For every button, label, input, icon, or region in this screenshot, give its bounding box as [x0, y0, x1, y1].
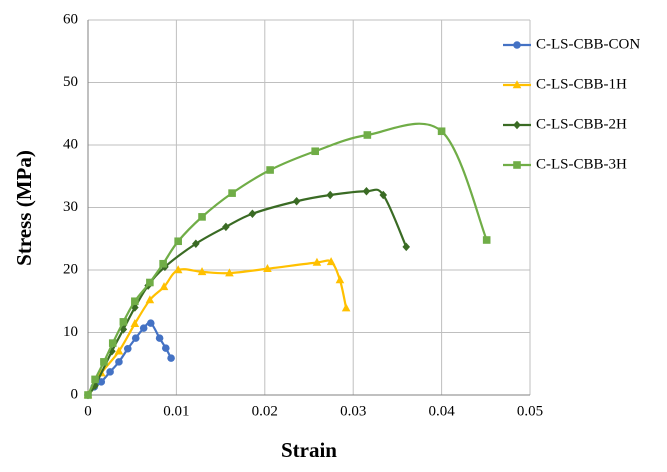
marker — [192, 239, 200, 249]
marker — [312, 257, 322, 266]
y-tick-label: 50 — [63, 74, 78, 90]
series-line — [87, 259, 348, 396]
marker — [108, 339, 117, 347]
marker — [100, 358, 108, 366]
y-tick-label: 10 — [63, 324, 78, 340]
marker — [155, 334, 164, 342]
y-tick-label: 0 — [71, 386, 79, 402]
legend-label: C-LS-CBB-3H — [536, 156, 627, 172]
x-tick-label: 0.05 — [517, 403, 543, 419]
marker — [174, 237, 182, 246]
marker — [363, 131, 372, 139]
marker — [197, 267, 207, 276]
marker — [482, 236, 491, 244]
marker — [123, 344, 132, 353]
legend-marker — [513, 41, 521, 49]
marker — [114, 346, 124, 355]
y-tick-label: 20 — [63, 261, 78, 277]
marker — [159, 259, 167, 268]
x-tick-label: 0 — [84, 403, 92, 419]
marker — [225, 268, 234, 277]
y-tick-label: 60 — [63, 11, 78, 27]
series-line — [86, 122, 488, 396]
marker — [159, 282, 169, 291]
legend-marker — [512, 80, 522, 89]
legend-label: C-LS-CBB-CON — [536, 36, 640, 52]
series-line — [87, 188, 408, 396]
marker — [326, 257, 336, 266]
legend-marker — [513, 120, 521, 130]
marker — [106, 368, 114, 376]
marker — [292, 196, 301, 206]
marker — [167, 354, 175, 362]
y-axis-title: Stress (MPa) — [12, 150, 36, 266]
marker — [119, 318, 128, 326]
marker — [379, 190, 388, 200]
legend-label: C-LS-CBB-1H — [536, 76, 627, 92]
legend-label: C-LS-CBB-2H — [536, 116, 627, 132]
x-tick-label: 0.03 — [340, 403, 366, 419]
marker — [115, 358, 123, 366]
marker — [248, 209, 257, 219]
marker — [84, 391, 92, 399]
marker — [97, 378, 106, 386]
marker — [222, 222, 230, 232]
x-tick-label: 0.02 — [252, 403, 278, 419]
marker — [130, 318, 140, 328]
marker — [326, 190, 335, 200]
marker — [437, 127, 446, 136]
marker — [362, 186, 371, 196]
marker — [146, 319, 155, 327]
marker — [341, 303, 351, 312]
x-tick-label: 0.01 — [163, 403, 189, 419]
marker — [266, 166, 274, 174]
marker — [228, 189, 236, 197]
x-tick-label: 0.04 — [428, 403, 455, 419]
marker — [311, 147, 319, 156]
marker — [161, 344, 170, 352]
marker — [131, 334, 140, 342]
legend-marker — [513, 161, 521, 169]
marker — [145, 295, 155, 304]
marker — [198, 213, 206, 221]
marker — [402, 242, 411, 252]
y-tick-label: 30 — [63, 199, 78, 215]
marker — [131, 303, 139, 312]
marker — [263, 263, 272, 273]
marker — [91, 375, 99, 384]
x-axis-title: Strain — [281, 438, 337, 462]
marker — [335, 275, 345, 284]
marker — [139, 324, 148, 332]
y-tick-label: 40 — [63, 136, 78, 152]
marker — [131, 297, 139, 306]
marker — [146, 278, 154, 287]
marker — [173, 265, 183, 274]
